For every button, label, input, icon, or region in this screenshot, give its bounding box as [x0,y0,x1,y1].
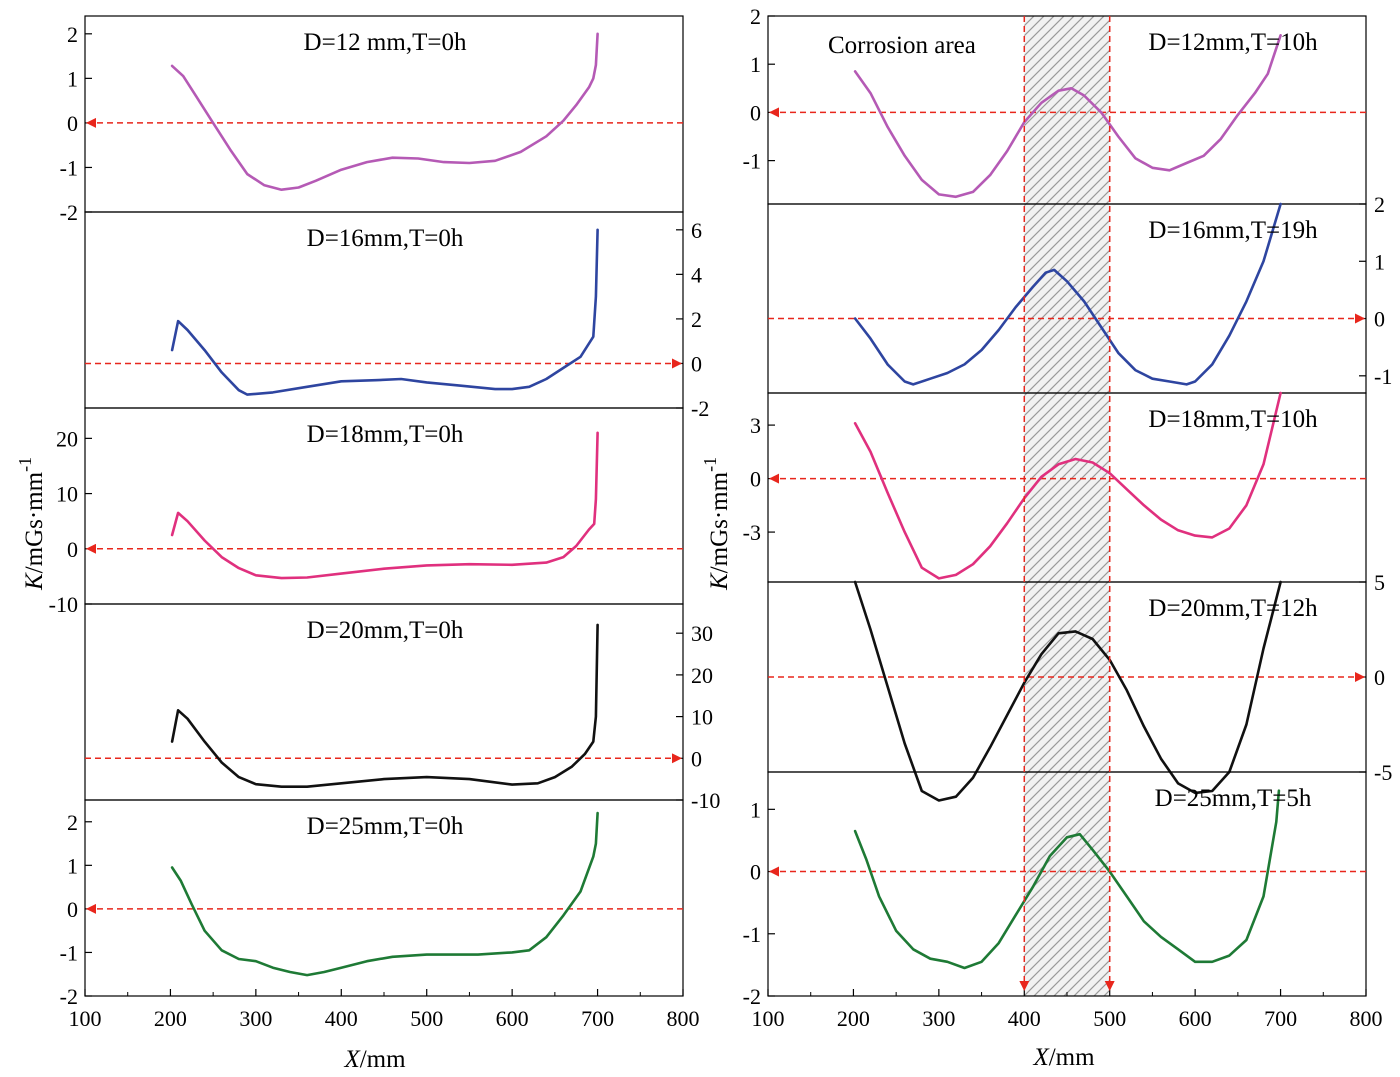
y-tick-label: 2 [67,22,78,47]
y-tick-label: -2 [743,984,761,1009]
y-axis-label: K/mGs·mm-1 [15,457,48,591]
y-tick-label: 30 [691,621,713,646]
y-tick-label: 0 [1374,307,1385,332]
x-axis-label: X/mm [1032,1044,1095,1071]
corrosion-area-label: Corrosion area [828,32,976,59]
y-tick-label: 0 [691,351,702,376]
x-tick-label: 500 [410,1006,443,1031]
x-tick-label: 100 [752,1006,785,1031]
y-tick-label: -10 [49,592,78,617]
y-tick-label: 3 [750,413,761,438]
y-tick-label: -10 [691,788,720,813]
x-tick-label: 100 [69,1006,102,1031]
x-tick-label: 800 [667,1006,700,1031]
y-tick-label: 10 [691,705,713,730]
y-tick-label: -1 [743,149,761,174]
y-tick-label: 0 [67,897,78,922]
series-line [853,789,1281,970]
y-tick-label: 10 [56,482,78,507]
panel-title: D=25mm,T=5h [1155,785,1312,812]
y-tick-label: 0 [750,860,761,885]
panel: -1 0 1 2 D=16mm,T=19h [767,192,1392,394]
y-tick-label: 0 [691,746,702,771]
x-tick-label: 700 [1264,1006,1297,1031]
y-tick-label: 0 [750,467,761,492]
y-tick-label: 6 [691,218,702,243]
y-tick-label: 0 [67,111,78,136]
y-tick-label: -2 [60,984,78,1009]
series-line [853,391,1282,580]
y-tick-label: 0 [750,100,761,125]
corrosion-area [1024,16,1110,996]
panel: -10 0 10 20 30 D=20mm,T=0h [84,603,720,813]
x-tick-label: 200 [837,1006,870,1031]
series-line [853,580,1282,802]
corrosion-area-layer [1024,16,1110,996]
x-tick-label: 300 [922,1006,955,1031]
y-tick-label: 2 [1374,192,1385,217]
panel: -2 -1 0 1 2 D=12 mm,T=0h [60,15,684,225]
panel: -2 0 2 4 6 D=16mm,T=0h [84,211,709,421]
y-tick-label: -2 [60,200,78,225]
panel: -1 0 1 2 D=12mm,T=10h [743,4,1367,205]
panel: -10 0 10 20 D=18mm,T=0h [49,407,684,617]
y-tick-label: 5 [1374,570,1385,595]
y-tick-label: 2 [691,307,702,332]
panel-title: D=20mm,T=0h [307,617,464,644]
y-tick-label: -3 [743,520,761,545]
x-axis-label: X/mm [343,1046,406,1073]
panel-title: D=20mm,T=12h [1148,595,1318,622]
y-tick-label: 1 [750,52,761,77]
panel-title: D=25mm,T=0h [307,813,464,840]
series-line [170,811,599,977]
x-tick-label: 600 [496,1006,529,1031]
x-tick-label: 800 [1350,1006,1383,1031]
series-line [170,431,599,580]
x-tick-label: 200 [154,1006,187,1031]
y-tick-label: 1 [67,66,78,91]
y-tick-label: 1 [750,797,761,822]
series-line [853,34,1282,199]
x-tick-label: 400 [325,1006,358,1031]
y-tick-label: 4 [691,262,702,287]
series-line [170,228,599,396]
y-tick-label: 2 [750,4,761,29]
panel-title: D=16mm,T=0h [307,225,464,252]
y-tick-label: -1 [1374,364,1392,389]
y-tick-label: 0 [67,537,78,562]
x-tick-label: 400 [1008,1006,1041,1031]
y-axis-label: K/mGs·mm-1 [700,457,733,591]
y-tick-label: -5 [1374,760,1392,785]
y-tick-label: -1 [743,922,761,947]
y-tick-label: 0 [1374,665,1385,690]
panel-title: D=12 mm,T=0h [304,29,467,56]
x-tick-label: 300 [239,1006,272,1031]
x-tick-label: 700 [581,1006,614,1031]
panel: -5 0 5 D=20mm,T=12h [767,570,1392,802]
panel: -2 -1 0 1 2 D=25mm,T=0h 100 200 300 400 500 600 700 8… [60,799,700,1031]
y-tick-label: -1 [60,155,78,180]
y-tick-label: 2 [67,810,78,835]
series-line [853,202,1282,386]
y-tick-label: -1 [60,940,78,965]
x-tick-label: 500 [1093,1006,1126,1031]
y-tick-label: 20 [56,426,78,451]
y-tick-label: -2 [691,396,709,421]
panel: -3 0 3 D=18mm,T=10h [743,391,1367,583]
y-tick-label: 20 [691,663,713,688]
panel: -2 -1 0 1 D=25mm,T=5h 100 200 300 400 500 600 700 80… [743,771,1383,1031]
corrosion-boundary-layer [1019,16,1115,991]
panel-title: D=18mm,T=0h [307,421,464,448]
y-tick-label: 1 [67,853,78,878]
x-tick-label: 600 [1179,1006,1212,1031]
panel-title: D=16mm,T=19h [1148,217,1318,244]
panel-title: D=12mm,T=10h [1148,29,1318,56]
series-line [170,32,599,191]
series-line [170,623,599,788]
panel-title: D=18mm,T=10h [1148,406,1318,433]
y-tick-label: 1 [1374,249,1385,274]
